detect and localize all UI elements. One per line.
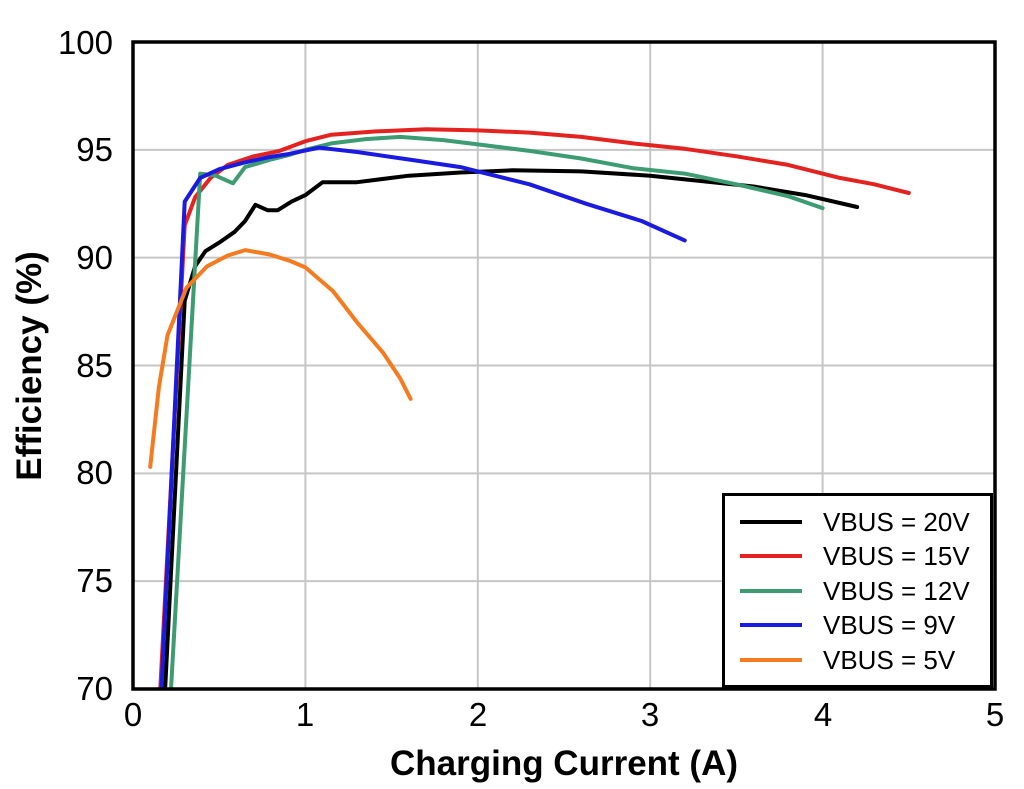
- legend-item: VBUS = 12V: [725, 576, 990, 606]
- legend-label: VBUS = 15V: [823, 541, 970, 571]
- x-axis-title: Charging Current (A): [389, 744, 739, 783]
- legend-label: VBUS = 20V: [823, 506, 970, 537]
- series-line: [169, 134, 825, 689]
- y-tick-label: 80: [76, 454, 113, 491]
- legend: VBUS = 20V VBUS = 15V VBUS = 12V VBUS = …: [722, 493, 993, 688]
- y-tick-label: 100: [57, 24, 113, 61]
- legend-line-swatch: [740, 588, 802, 593]
- series-line: [159, 145, 687, 689]
- legend-line-swatch: [740, 519, 802, 524]
- legend-label: VBUS = 12V: [823, 575, 970, 606]
- y-tick-label: 95: [76, 131, 113, 168]
- legend-line-swatch: [740, 623, 802, 627]
- y-tick-label: 85: [76, 347, 113, 384]
- legend-line-swatch: [740, 554, 802, 558]
- legend-item: VBUS = 9V: [725, 610, 990, 640]
- legend-item: VBUS = 15V: [725, 541, 990, 571]
- x-tick-label: 1: [295, 696, 315, 733]
- x-tick-label: 2: [468, 696, 488, 733]
- y-axis-title: Efficiency (%): [10, 251, 49, 481]
- legend-label: VBUS = 9V: [823, 610, 956, 640]
- x-tick-label: 0: [123, 696, 143, 733]
- legend-label: VBUS = 5V: [823, 644, 956, 675]
- y-tick-label: 90: [76, 239, 113, 276]
- series-line: [163, 168, 860, 689]
- x-tick-label: 5: [985, 696, 1005, 733]
- x-tick-label: 3: [640, 696, 660, 733]
- y-tick-label: 75: [76, 562, 113, 599]
- y-tick-label: 70: [76, 670, 113, 707]
- series-line: [158, 127, 911, 689]
- series-line: [148, 248, 413, 469]
- legend-item: VBUS = 5V: [725, 645, 990, 675]
- legend-line-swatch: [740, 657, 802, 662]
- x-tick-label: 4: [813, 696, 833, 733]
- legend-item: VBUS = 20V: [725, 507, 990, 537]
